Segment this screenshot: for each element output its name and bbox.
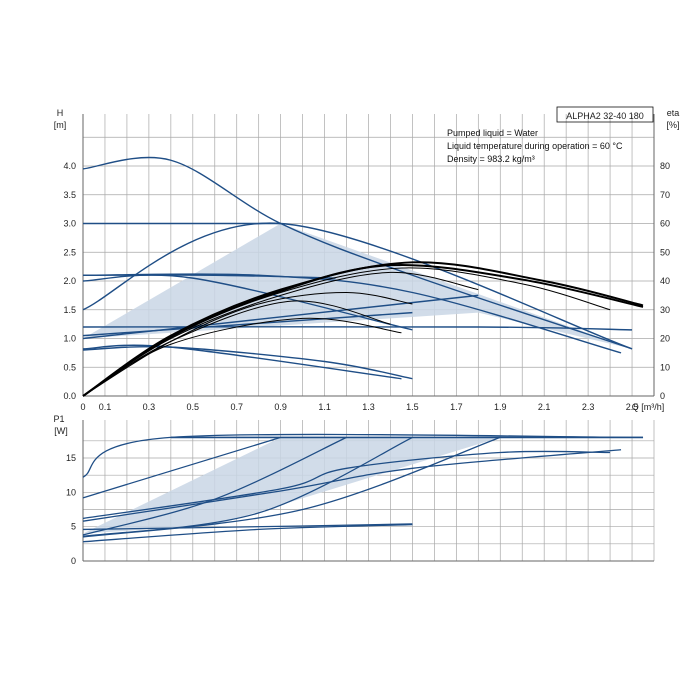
x-tick-label: 1.1 [318, 402, 331, 412]
pump-info-text: Pumped liquid = Water [447, 128, 538, 138]
y2-tick-label: 20 [660, 334, 670, 344]
pump-info-text: Liquid temperature during operation = 60… [447, 141, 623, 151]
power-y-tick-label: 0 [71, 556, 76, 566]
power-y-tick-label: 15 [66, 453, 76, 463]
head-curve [82, 326, 633, 331]
y-axis-unit: [m] [54, 120, 67, 130]
power-curve [82, 523, 413, 531]
y2-axis-unit: [%] [666, 120, 679, 130]
x-axis-label: Q [m³/h] [632, 402, 665, 412]
head-curve [82, 274, 336, 279]
x-tick-label: 0.7 [230, 402, 243, 412]
head-curve [82, 345, 413, 380]
y-tick-label: 0.5 [63, 362, 76, 372]
x-tick-label: 2.5 [626, 402, 639, 412]
y2-tick-label: 50 [660, 247, 670, 257]
y-tick-label: 2.5 [63, 247, 76, 257]
x-tick-label: 0.3 [143, 402, 156, 412]
pump-info-text: Density = 983.2 kg/m³ [447, 154, 535, 164]
y-tick-label: 0.0 [63, 391, 76, 401]
pump-model-label: ALPHA2 32-40 180 [566, 111, 644, 121]
y-tick-label: 1.5 [63, 305, 76, 315]
y2-tick-label: 70 [660, 190, 670, 200]
efficiency-curve [82, 267, 611, 397]
x-tick-label: 1.5 [406, 402, 419, 412]
y2-tick-label: 0 [660, 391, 665, 401]
y-tick-label: 3.5 [63, 190, 76, 200]
y-tick-label: 1.0 [63, 334, 76, 344]
power-curve [82, 436, 347, 536]
power-curve [82, 433, 644, 478]
y-tick-label: 3.0 [63, 219, 76, 229]
y-tick-label: 2.0 [63, 276, 76, 286]
efficiency-curve [82, 271, 479, 397]
y2-tick-label: 80 [660, 161, 670, 171]
head-curve [82, 273, 622, 354]
x-tick-label: 1.7 [450, 402, 463, 412]
x-tick-label: 0 [80, 402, 85, 412]
efficiency-curve [82, 317, 402, 397]
power-curve [82, 436, 281, 499]
y-axis-label: H [57, 108, 64, 118]
y-tick-label: 4.0 [63, 161, 76, 171]
x-tick-label: 1.9 [494, 402, 507, 412]
power-axis-label: P1 [53, 414, 64, 424]
pump-label-box [556, 106, 654, 123]
head-curve [82, 274, 413, 331]
y2-tick-label: 40 [660, 276, 670, 286]
power-curve [82, 449, 622, 522]
y2-tick-label: 10 [660, 362, 670, 372]
head-curve [82, 311, 413, 337]
power-curve [82, 450, 611, 520]
power-axis-unit: [W] [54, 426, 68, 436]
x-tick-label: 0.9 [274, 402, 287, 412]
x-tick-label: 0.5 [187, 402, 200, 412]
power-curve [82, 523, 413, 543]
x-tick-label: 2.1 [538, 402, 551, 412]
head-curve [82, 156, 633, 350]
x-tick-label: 2.3 [582, 402, 595, 412]
x-tick-label: 1.3 [362, 402, 375, 412]
y2-tick-label: 30 [660, 305, 670, 315]
x-tick-label: 0.1 [99, 402, 112, 412]
head-curve [82, 222, 633, 350]
head-curve [82, 344, 402, 380]
power-y-tick-label: 10 [66, 487, 76, 497]
y2-tick-label: 60 [660, 219, 670, 229]
power-curve [82, 436, 501, 538]
efficiency-curve [82, 291, 413, 397]
power-y-tick-label: 5 [71, 522, 76, 532]
y2-axis-label: eta [667, 108, 680, 118]
